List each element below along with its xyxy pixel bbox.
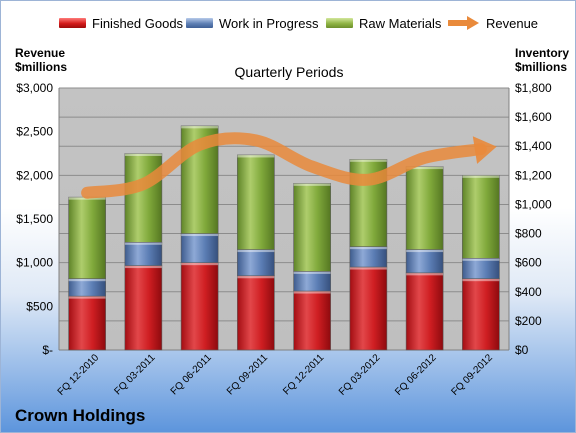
bar-work-in-progress	[124, 241, 163, 266]
left-axis-heading-line2: $millions	[15, 60, 68, 74]
right-axis-tick-label: $800	[515, 227, 542, 241]
legend-finished-goods-label: Finished Goods	[92, 15, 184, 31]
legend-work-in-progress-label: Work in Progress	[219, 15, 319, 31]
right-axis-heading: Inventory $millions	[515, 46, 569, 74]
bar-finished-goods-top-edge	[124, 265, 162, 269]
bar-finished-goods-top-edge	[181, 262, 219, 266]
right-axis-tick-label: $1,800	[515, 81, 552, 95]
bar-raw-materials-top-edge	[462, 175, 500, 178]
bar-work-in-progress-top-edge	[124, 242, 162, 245]
left-axis-heading: Revenue $millions	[15, 46, 67, 74]
bar-finished-goods-top-edge	[237, 275, 275, 279]
legend-raw-materials: Raw Materials	[326, 11, 441, 35]
legend-finished-goods: Finished Goods	[59, 11, 183, 35]
bar-layer	[68, 125, 500, 351]
bar-raw-materials	[405, 166, 444, 250]
bar-work-in-progress-top-edge	[349, 246, 387, 250]
bar-finished-goods	[405, 272, 444, 351]
x-axis-category-label: FQ 12-2010	[56, 352, 102, 398]
left-axis-tick-label: $1,500	[16, 212, 53, 226]
right-axis-tick-label: $1,000	[515, 197, 552, 211]
bar-raw-materials	[68, 196, 106, 279]
bar-work-in-progress	[237, 249, 275, 277]
finished-goods-swatch	[59, 18, 86, 28]
bar-raw-materials-top-edge	[406, 166, 444, 170]
bar-work-in-progress-top-edge	[181, 233, 219, 237]
legend: Finished Goods Work in Progress Raw Mate…	[1, 11, 575, 35]
bar-work-in-progress	[349, 246, 388, 268]
legend-work-in-progress: Work in Progress	[186, 11, 318, 35]
left-axis-tick-label: $3,000	[16, 81, 53, 95]
bar-work-in-progress-top-edge	[462, 258, 500, 261]
left-axis-tick-label: $1,000	[16, 256, 53, 270]
x-axis-category-label: FQ 09-2011	[225, 352, 270, 397]
right-axis-tick-label: $1,600	[515, 110, 552, 124]
line-layer	[81, 132, 497, 199]
bar-work-in-progress-top-edge	[406, 249, 444, 253]
right-axis-tick-label: $1,200	[515, 168, 552, 182]
right-axis-tick-label: $600	[515, 256, 542, 270]
bar-finished-goods	[68, 295, 106, 351]
bar-finished-goods-top-edge	[349, 267, 387, 270]
bar-work-in-progress	[180, 233, 219, 263]
bar-finished-goods-top-edge	[293, 291, 331, 294]
x-axis-category-label: FQ 09-2012	[449, 352, 495, 398]
bar-work-in-progress	[68, 278, 106, 297]
revenue-line	[81, 132, 487, 199]
left-axis-tick-label: $2,000	[16, 168, 53, 182]
x-axis-category-label: FQ 03-2011	[113, 352, 158, 397]
bar-finished-goods	[293, 290, 331, 351]
revenue-arrow-icon	[448, 16, 479, 30]
bar-work-in-progress	[462, 257, 500, 279]
left-axis-heading-line1: Revenue	[15, 46, 66, 60]
bar-work-in-progress	[293, 271, 331, 292]
legend-raw-materials-label: Raw Materials	[359, 15, 442, 31]
bar-raw-materials	[237, 154, 275, 250]
right-axis-tick-label: $1,400	[515, 139, 552, 153]
bar-raw-materials	[124, 153, 163, 243]
bar-finished-goods	[124, 265, 163, 351]
left-axis-tick-label: $500	[26, 299, 53, 313]
right-axis-tick-label: $200	[515, 314, 542, 328]
bar-raw-materials-top-edge	[293, 183, 331, 186]
bar-work-in-progress-top-edge	[293, 271, 331, 274]
plot-subtitle: Quarterly Periods	[234, 64, 344, 80]
raw-materials-swatch	[326, 18, 353, 28]
bar-finished-goods-top-edge	[68, 296, 106, 299]
x-axis-category-label: FQ 12-2011	[281, 352, 326, 397]
x-axis-category-label: FQ 06-2011	[169, 352, 214, 397]
bar-finished-goods	[462, 278, 500, 351]
bar-finished-goods	[349, 266, 388, 351]
bar-finished-goods-top-edge	[406, 272, 444, 276]
right-axis-heading-line2: $millions	[515, 60, 568, 74]
company-name: Crown Holdings	[15, 406, 146, 425]
revenue-arrowhead	[472, 136, 497, 164]
bar-work-in-progress	[405, 249, 444, 274]
legend-revenue-label: Revenue	[486, 15, 539, 31]
x-axis-category-label: FQ 06-2012	[393, 352, 439, 398]
bar-raw-materials	[462, 175, 500, 259]
left-axis-tick-label: $-	[42, 343, 53, 357]
bar-finished-goods	[180, 262, 219, 351]
left-axis-tick-label: $2,500	[16, 125, 53, 139]
right-axis-heading-line1: Inventory	[515, 46, 570, 60]
bar-raw-materials-top-edge	[349, 159, 387, 162]
bar-work-in-progress-top-edge	[68, 278, 106, 282]
bar-finished-goods	[237, 275, 275, 351]
right-axis-tick-label: $400	[515, 285, 542, 299]
bar-raw-materials-top-edge	[124, 153, 162, 156]
bar-raw-materials-top-edge	[181, 125, 219, 129]
bar-raw-materials	[293, 183, 331, 272]
bar-work-in-progress-top-edge	[237, 249, 275, 253]
bar-finished-goods-top-edge	[462, 278, 500, 282]
legend-revenue: Revenue	[448, 11, 538, 35]
work-in-progress-swatch	[186, 18, 213, 28]
right-axis-tick-label: $0	[515, 343, 529, 357]
x-axis-category-label: FQ 03-2012	[337, 352, 383, 398]
bar-raw-materials-top-edge	[237, 154, 275, 158]
